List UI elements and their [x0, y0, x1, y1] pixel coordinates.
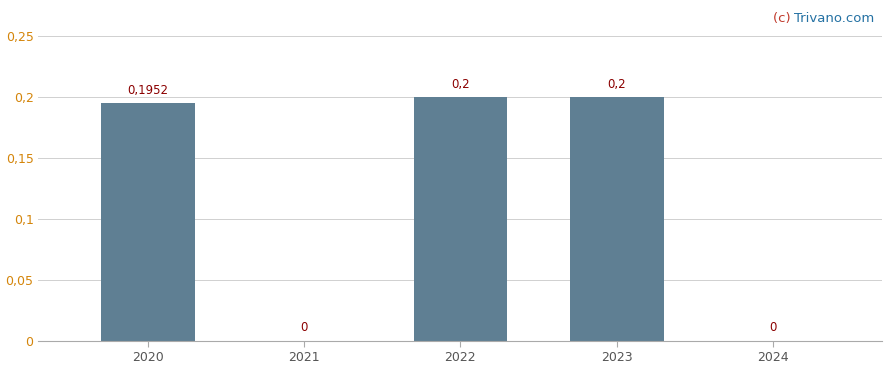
Text: Trivano.com: Trivano.com	[795, 12, 875, 25]
Text: 0: 0	[769, 321, 777, 334]
Text: 0,2: 0,2	[607, 78, 626, 91]
Text: 0: 0	[300, 321, 308, 334]
Bar	[414, 97, 507, 341]
Text: 0,1952: 0,1952	[127, 84, 169, 97]
Text: (c): (c)	[773, 12, 795, 25]
Bar	[570, 97, 663, 341]
Text: 0,2: 0,2	[451, 78, 470, 91]
Bar	[101, 103, 194, 341]
